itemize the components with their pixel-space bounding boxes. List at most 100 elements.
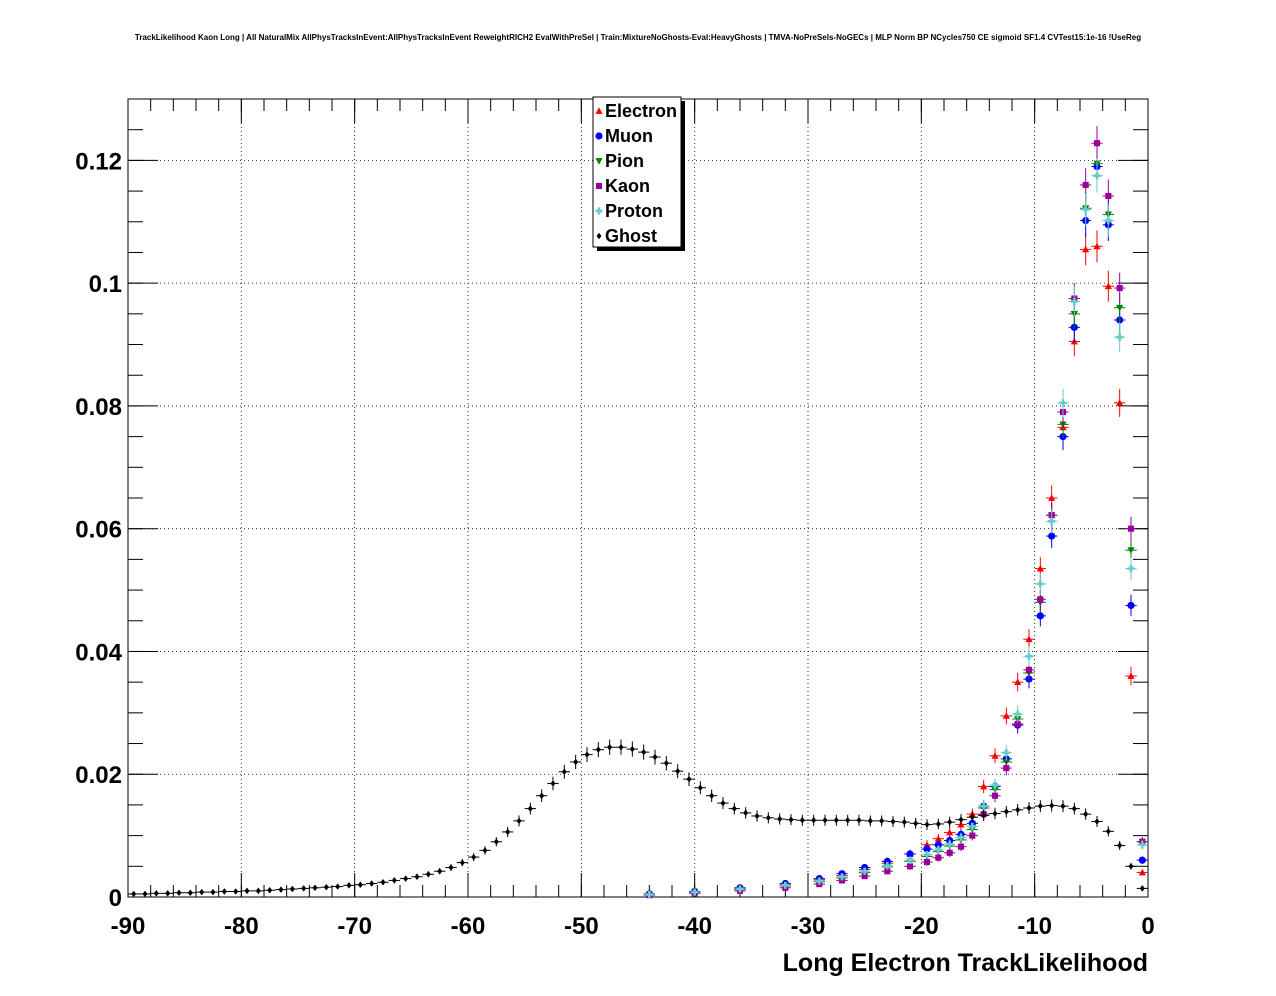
data-point — [1138, 856, 1146, 864]
data-point — [913, 820, 919, 827]
data-point — [1025, 666, 1033, 673]
data-point — [187, 889, 193, 896]
data-point — [335, 883, 341, 890]
data-point — [561, 768, 567, 776]
legend-marker — [595, 207, 603, 215]
legend-label: Proton — [605, 201, 663, 221]
data-point — [1082, 181, 1089, 188]
data-point — [516, 817, 522, 825]
data-point — [1117, 842, 1123, 849]
data-point — [765, 814, 771, 822]
data-point — [901, 818, 907, 826]
data-point — [1083, 810, 1089, 818]
data-point — [980, 802, 988, 810]
x-tick-label: -30 — [791, 913, 826, 940]
legend-label: Pion — [605, 151, 644, 171]
data-point — [924, 821, 930, 828]
data-point — [391, 877, 397, 884]
y-tick-label: 0.08 — [75, 394, 122, 421]
x-tick-label: -70 — [337, 913, 372, 940]
data-point — [754, 812, 760, 820]
data-point — [346, 882, 352, 889]
data-point — [550, 780, 556, 787]
data-point — [890, 818, 896, 825]
data-point — [1025, 635, 1033, 643]
data-point — [131, 890, 137, 898]
data-point — [777, 815, 783, 823]
data-point — [210, 888, 216, 896]
data-point — [947, 818, 953, 826]
legend-label: Kaon — [605, 176, 650, 196]
x-tick-label: 0 — [1141, 913, 1154, 940]
data-point — [709, 792, 715, 799]
data-point — [289, 885, 295, 893]
data-point — [301, 885, 307, 892]
data-point — [675, 767, 681, 775]
data-point — [1003, 765, 1010, 772]
data-point — [958, 816, 964, 823]
y-tick-label: 0.1 — [89, 271, 122, 298]
data-point — [1116, 285, 1123, 292]
data-point — [1002, 749, 1010, 757]
data-point — [1127, 672, 1135, 679]
data-point — [934, 835, 942, 842]
data-point — [934, 841, 942, 849]
legend-marker — [595, 158, 603, 165]
legend-entry: Kaon — [595, 176, 650, 196]
data-point — [1048, 532, 1056, 540]
data-point — [935, 854, 942, 861]
data-markers — [128, 125, 1148, 899]
data-point — [459, 859, 465, 866]
data-point — [1037, 802, 1043, 810]
data-point — [981, 812, 987, 819]
data-point — [448, 864, 454, 871]
legend: Electron Muon Pion Kaon Proton Ghost — [592, 96, 685, 251]
data-point — [731, 805, 737, 812]
data-point — [867, 817, 873, 825]
data-point — [1071, 805, 1077, 812]
data-point — [969, 832, 976, 839]
data-point — [691, 888, 699, 896]
legend-marker — [596, 232, 602, 240]
y-tick-label: 0.02 — [75, 762, 122, 789]
data-point — [527, 805, 533, 812]
data-point — [641, 748, 647, 756]
data-point — [607, 743, 613, 751]
data-point — [822, 817, 828, 824]
data-point — [1093, 140, 1101, 147]
data-point — [883, 862, 891, 870]
data-point — [1116, 304, 1124, 312]
data-point — [923, 858, 931, 866]
data-point — [799, 817, 805, 824]
data-point — [153, 890, 159, 897]
data-point — [1014, 710, 1022, 718]
y-tick-labels: 0 0.02 0.04 0.06 0.08 0.1 0.12 — [75, 148, 122, 912]
data-point — [414, 873, 420, 880]
y-tick-label: 0.06 — [75, 517, 122, 544]
data-point — [1093, 172, 1101, 180]
data-point — [1048, 517, 1056, 525]
data-point — [482, 847, 488, 854]
data-point — [629, 745, 635, 753]
data-point — [1002, 712, 1010, 719]
data-point — [736, 885, 744, 893]
data-point — [380, 879, 386, 886]
data-point — [1105, 192, 1112, 200]
data-point — [1127, 564, 1135, 573]
data-point — [403, 875, 409, 882]
series-kaon — [643, 125, 1148, 899]
data-point — [1015, 806, 1021, 814]
data-point — [838, 877, 846, 884]
data-point — [1036, 580, 1044, 588]
data-point — [946, 840, 954, 848]
data-point — [1094, 818, 1100, 825]
data-point — [1082, 205, 1090, 214]
plot-title: TrackLikelihood Kaon Long | All NaturalM… — [134, 33, 1142, 42]
data-point — [595, 746, 601, 753]
data-point — [437, 867, 443, 875]
series-pion — [643, 146, 1148, 899]
series-ghost — [128, 739, 1148, 898]
data-point — [1104, 282, 1112, 290]
data-point — [199, 888, 205, 896]
data-point — [1026, 804, 1032, 812]
